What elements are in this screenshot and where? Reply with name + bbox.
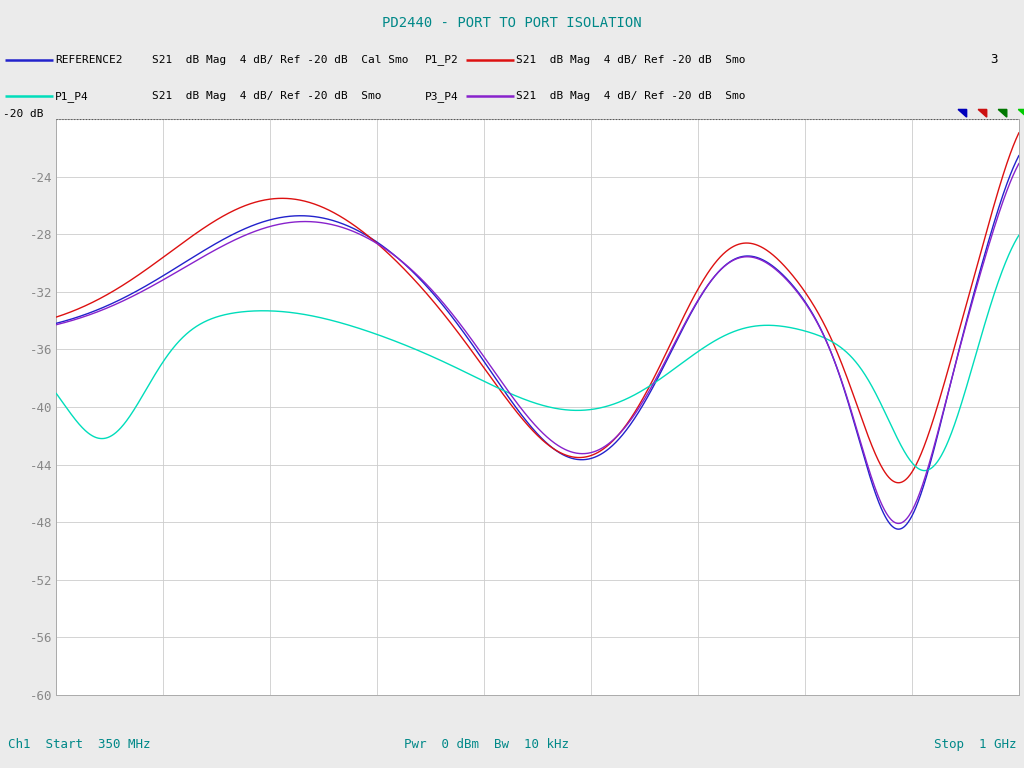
Text: REFERENCE2: REFERENCE2 — [55, 55, 123, 65]
Polygon shape — [958, 110, 967, 118]
Text: P3_P4: P3_P4 — [425, 91, 459, 101]
Text: Pwr  0 dBm  Bw  10 kHz: Pwr 0 dBm Bw 10 kHz — [404, 738, 569, 751]
Text: S21  dB Mag  4 dB/ Ref -20 dB  Cal Smo: S21 dB Mag 4 dB/ Ref -20 dB Cal Smo — [152, 55, 408, 65]
Polygon shape — [978, 110, 987, 118]
Text: S21  dB Mag  4 dB/ Ref -20 dB  Smo: S21 dB Mag 4 dB/ Ref -20 dB Smo — [152, 91, 381, 101]
Text: S21  dB Mag  4 dB/ Ref -20 dB  Smo: S21 dB Mag 4 dB/ Ref -20 dB Smo — [516, 55, 745, 65]
Polygon shape — [1018, 110, 1024, 118]
Text: 3: 3 — [990, 53, 997, 66]
Text: S21  dB Mag  4 dB/ Ref -20 dB  Smo: S21 dB Mag 4 dB/ Ref -20 dB Smo — [516, 91, 745, 101]
Text: PD2440 - PORT TO PORT ISOLATION: PD2440 - PORT TO PORT ISOLATION — [382, 16, 642, 30]
Text: P1_P2: P1_P2 — [425, 54, 459, 65]
Text: P1_P4: P1_P4 — [55, 91, 89, 101]
Text: Stop  1 GHz: Stop 1 GHz — [934, 738, 1017, 751]
Text: -20 dB: -20 dB — [3, 109, 44, 120]
Polygon shape — [998, 110, 1007, 118]
Text: Ch1  Start  350 MHz: Ch1 Start 350 MHz — [8, 738, 151, 751]
